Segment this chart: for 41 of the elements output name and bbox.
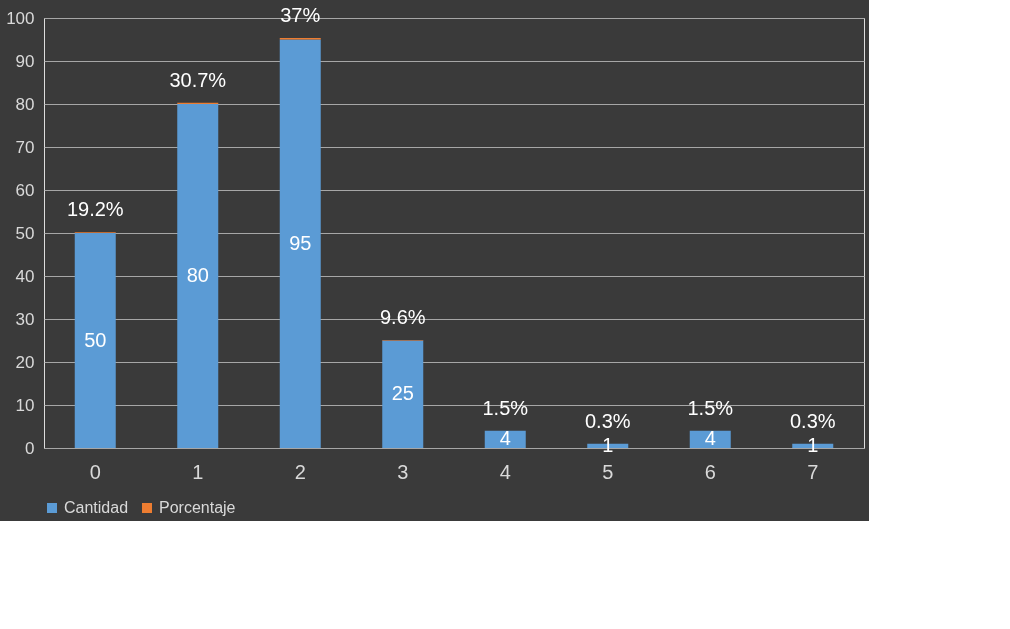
y-tick-label: 70 (15, 137, 35, 157)
data-label: 19.2% (66, 198, 124, 221)
data-label: 4 (704, 427, 716, 450)
data-label: 0.3% (789, 409, 836, 432)
y-tick-label: 0 (25, 438, 35, 458)
data-label: 1.5% (482, 396, 529, 419)
x-tick-label: 4 (499, 460, 511, 483)
y-tick-label: 10 (15, 395, 35, 415)
bar (177, 104, 219, 448)
bar (382, 340, 424, 448)
y-tick-label: 50 (15, 223, 35, 243)
x-tick-label: 7 (807, 460, 819, 483)
data-label: 0.3% (584, 409, 631, 432)
y-tick-label: 40 (15, 266, 35, 286)
legend-label: Porcentaje (159, 499, 236, 516)
data-label: 50 (84, 328, 107, 351)
x-tick-label: 6 (704, 460, 716, 483)
data-label: 1.5% (687, 396, 734, 419)
y-tick-label: 80 (15, 94, 35, 114)
x-tick-label: 3 (397, 460, 409, 483)
data-label: 9.6% (379, 306, 426, 329)
y-tick-label: 60 (15, 180, 35, 200)
data-label: 80 (186, 264, 209, 286)
x-tick-label: 0 (89, 460, 101, 483)
bar (484, 430, 526, 448)
y-tick-label: 20 (15, 352, 35, 372)
data-label: 25 (391, 382, 414, 405)
x-tick-label: 5 (602, 460, 614, 483)
y-tick-label: 90 (15, 51, 35, 71)
data-label: 30.7% (169, 68, 227, 91)
bar (74, 233, 116, 448)
y-tick-label: 30 (15, 309, 35, 329)
bar (689, 430, 731, 448)
data-label: 95 (289, 231, 312, 254)
data-label: 4 (499, 427, 511, 450)
x-tick-label: 1 (192, 460, 204, 483)
y-tick-label: 100 (6, 8, 35, 28)
legend-label: Cantidad (64, 499, 129, 516)
x-tick-label: 2 (294, 460, 306, 483)
data-label: 37% (280, 3, 321, 26)
bar (279, 39, 321, 448)
